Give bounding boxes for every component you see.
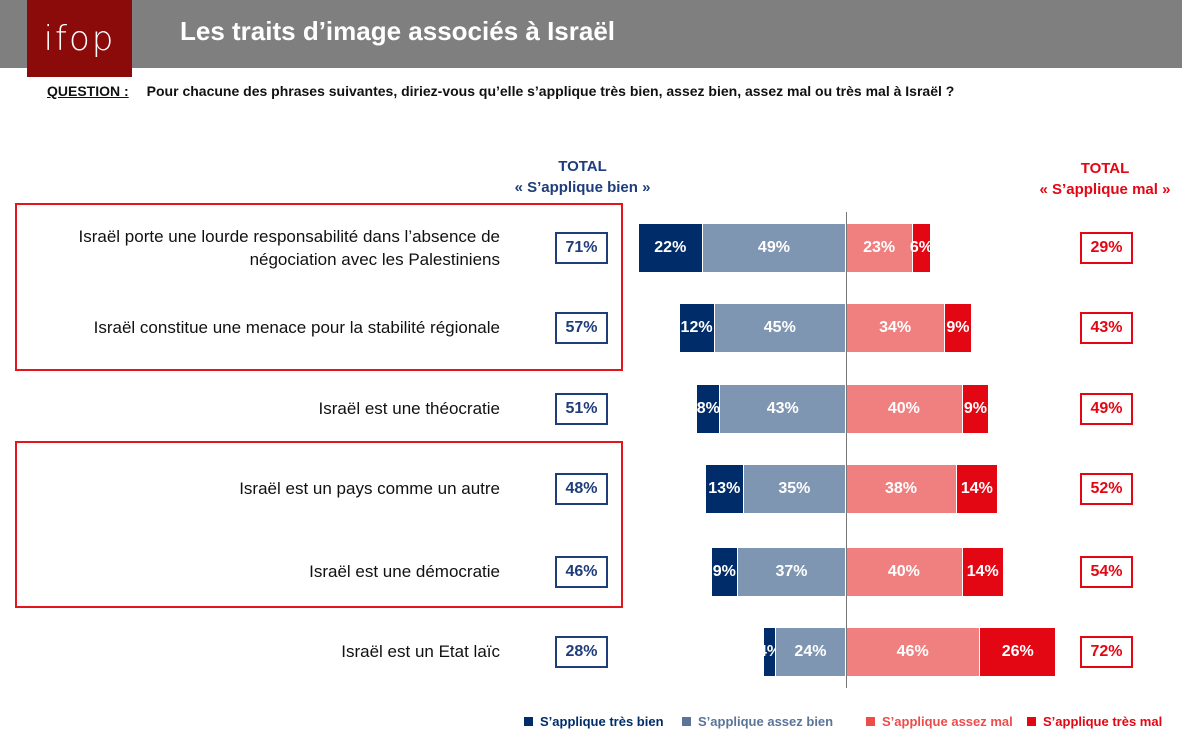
total-bien-box: 51% [555,393,608,425]
bar-tres-bien: 22% [638,224,703,272]
total-mal-header-line2: « S’applique mal » [1039,181,1171,198]
legend-swatch [682,717,691,726]
bar-tres-mal: 26% [980,628,1057,676]
total-bien-box: 71% [555,232,608,264]
legend-label: S’applique très bien [540,714,664,729]
total-bien-box: 57% [555,312,608,344]
total-mal-box: 29% [1080,232,1133,264]
total-mal-header-line1: TOTAL [1080,160,1130,177]
question-label: QUESTION : [47,83,129,99]
ifop-logo: ifop [27,0,132,77]
total-mal-box: 52% [1080,473,1133,505]
zero-axis [846,212,847,688]
bar-assez-bien: 37% [737,548,846,596]
bar-assez-bien: 45% [714,304,846,352]
total-bien-header-line2: « S’applique bien » [514,179,651,196]
bar-assez-mal: 38% [846,465,957,513]
legend-swatch [866,717,875,726]
total-mal-box: 43% [1080,312,1133,344]
total-bien-box: 28% [555,636,608,668]
legend-tres-bien: S’applique très bien [524,714,664,729]
bar-tres-bien: 12% [679,304,715,352]
legend-assez-bien: S’applique assez bien [682,714,833,729]
bar-tres-mal: 14% [956,465,998,513]
legend-label: S’applique assez bien [698,714,834,729]
bar-tres-mal: 9% [945,304,972,352]
bar-assez-bien: 35% [743,465,846,513]
row-label: Israël est une théocratie [318,399,500,418]
legend-assez-mal: S’applique assez mal [866,714,1013,729]
total-mal-box: 54% [1080,556,1133,588]
page-title: Les traits d’image associés à Israël [180,16,616,46]
bar-tres-mal: 14% [962,548,1004,596]
bar-tres-mal: 6% [910,224,933,272]
question: QUESTION : Pour chacune des phrases suiva… [47,83,954,99]
row-label: Israël est un Etat laïc [341,642,500,661]
bar-tres-bien: 8% [697,385,721,433]
header-bar [0,0,1182,68]
total-bien-box: 48% [555,473,608,505]
total-bien-box: 46% [555,556,608,588]
bar-assez-bien: 43% [720,385,846,433]
row-label: Israël constitue une menace pour la stab… [93,318,500,337]
legend-swatch [1027,717,1036,726]
bar-assez-mal: 34% [846,304,946,352]
highlight-frame-2 [15,441,623,608]
bar-assez-bien: 24% [775,628,846,676]
bar-assez-mal: 40% [846,548,963,596]
total-bien-header: TOTAL « S’applique bien » [500,156,665,198]
bar-assez-mal: 40% [846,385,963,433]
bar-tres-bien: 9% [711,548,738,596]
total-mal-header: TOTAL « S’applique mal » [1025,158,1182,200]
bar-assez-mal: 23% [846,224,914,272]
bar-assez-bien: 49% [702,224,846,272]
bar-assez-mal: 46% [846,628,981,676]
legend-swatch [524,717,533,726]
row-label: Israël porte une lourde responsabilité d… [78,227,501,269]
bar-tres-mal: 9% [962,385,990,433]
legend-tres-mal: S’applique très mal [1027,714,1162,729]
total-mal-box: 49% [1080,393,1133,425]
row-label: Israël est une démocratie [309,562,500,581]
highlight-frame-1 [15,203,623,371]
legend-label: S’applique assez mal [882,714,1013,729]
question-text: Pour chacune des phrases suivantes, diri… [146,83,955,99]
row-label: Israël est un pays comme un autre [239,479,500,498]
legend-label: S’applique très mal [1043,714,1163,729]
total-bien-header-line1: TOTAL [558,158,607,175]
bar-tres-bien: 4% [758,628,781,676]
total-mal-box: 72% [1080,636,1133,668]
bar-tres-bien: 13% [705,465,744,513]
